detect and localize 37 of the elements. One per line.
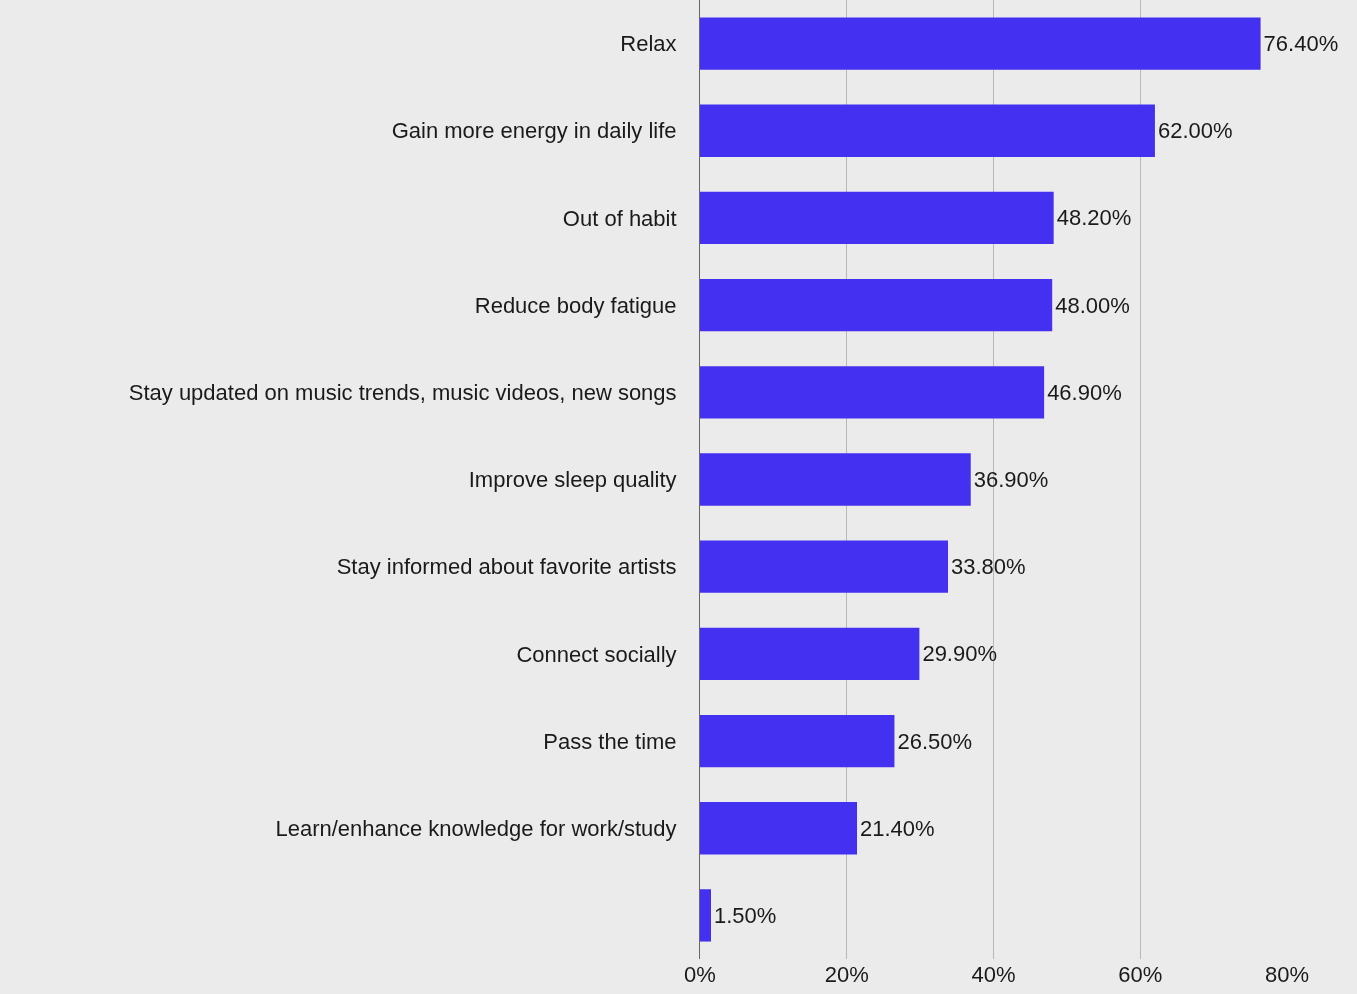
y-tick-label: Reduce body fatigue <box>474 292 677 318</box>
data-label: 26.50% <box>897 728 973 754</box>
bar <box>700 191 1054 245</box>
data-label: 29.90% <box>922 641 998 667</box>
y-tick-label: Improve sleep quality <box>468 467 677 493</box>
bar <box>700 627 920 681</box>
y-tick-label: Out of habit <box>562 205 677 231</box>
bar <box>700 889 712 942</box>
data-label: 21.40% <box>860 815 935 841</box>
y-tick-label: Learn/enhance knowledge for work/study <box>275 815 677 841</box>
x-tick-label: 20% <box>824 962 869 987</box>
data-label: 76.40% <box>1263 31 1339 57</box>
x-tick-label: 0% <box>684 962 716 987</box>
x-tick-label: 80% <box>1264 962 1310 987</box>
x-tick-label: 40% <box>971 962 1016 987</box>
y-tick-label: Stay informed about favorite artists <box>336 554 677 580</box>
data-label: 48.00% <box>1055 292 1130 318</box>
y-tick-label: Relax <box>620 31 677 57</box>
y-tick-label: Pass the time <box>543 728 677 754</box>
bar <box>700 802 858 855</box>
bar <box>700 366 1045 419</box>
y-tick-label: Connect socially <box>516 641 677 667</box>
y-tick-label: Gain more energy in daily life <box>391 118 677 144</box>
data-label: 46.90% <box>1047 379 1122 405</box>
bar <box>700 714 895 768</box>
data-label: 48.20% <box>1056 205 1132 231</box>
y-tick-label: Stay updated on music trends, music videos, new songs <box>128 380 677 406</box>
data-label: 36.90% <box>973 467 1049 492</box>
data-label: 1.50% <box>714 902 777 928</box>
bar <box>700 17 1261 70</box>
bar <box>700 453 971 506</box>
bar <box>700 540 949 593</box>
data-label: 33.80% <box>951 554 1026 580</box>
data-label: 62.00% <box>1157 118 1233 144</box>
x-tick-label: 60% <box>1118 962 1163 987</box>
bar <box>700 278 1053 332</box>
bar <box>700 104 1155 157</box>
